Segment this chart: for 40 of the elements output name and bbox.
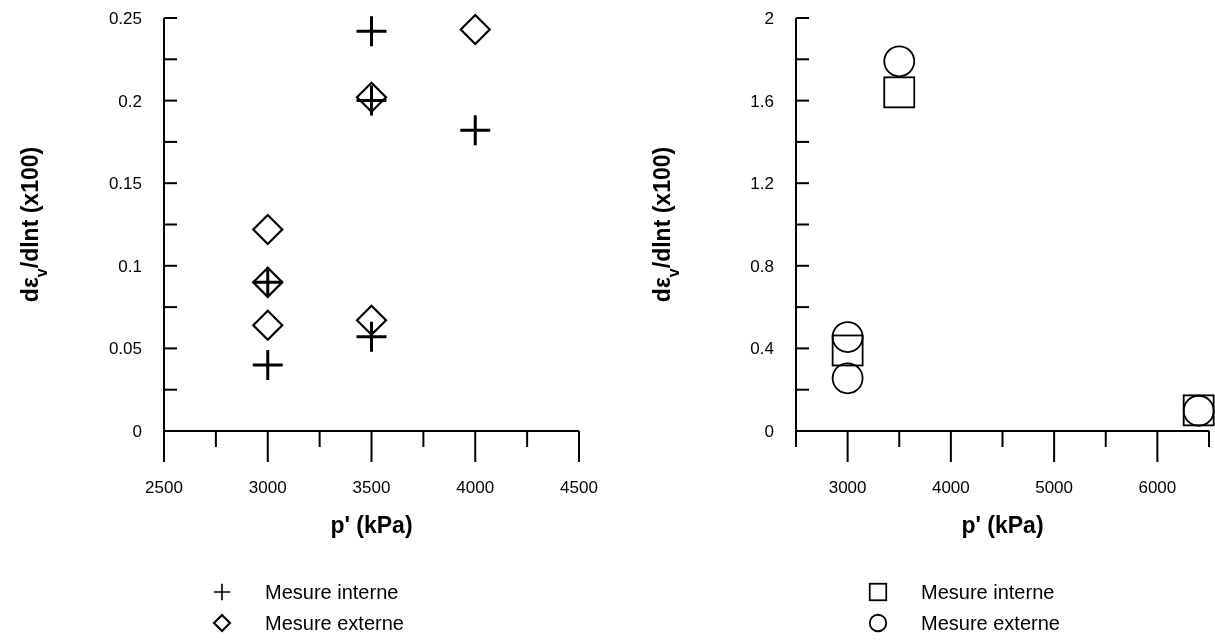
point	[831, 334, 864, 367]
y-tick-label: 0.15	[108, 174, 142, 194]
x-tick-label: 2500	[145, 478, 183, 497]
y-tick-label: 1.6	[750, 91, 774, 111]
point	[883, 45, 916, 78]
y-tick-label: 0	[764, 422, 774, 441]
point	[460, 115, 491, 146]
point	[356, 321, 387, 352]
legend-label: Mesure externe	[921, 612, 1060, 634]
legend-label: Mesure interne	[265, 581, 399, 603]
point	[883, 76, 916, 109]
point	[831, 321, 864, 353]
y-tick-label: 0.05	[108, 339, 142, 359]
y-tick-label: 0.8	[750, 256, 774, 276]
x-axis-title: p' (kPa)	[961, 512, 1044, 538]
x-tick-label: 5000	[1035, 478, 1074, 497]
x-tick-label: 3000	[828, 478, 867, 497]
x-tick-label: 4000	[456, 478, 495, 497]
x-tick-label: 6000	[1138, 478, 1177, 497]
x-axis-title: p' (kPa)	[330, 512, 413, 538]
legend-label: Mesure interne	[921, 581, 1055, 603]
y-tick-label: 0.1	[118, 256, 142, 276]
x-tick-label: 3000	[248, 478, 287, 497]
y-tick-label: 1.2	[750, 174, 774, 194]
x-tick-label: 4000	[931, 478, 970, 497]
y-tick-label: 0.2	[118, 91, 142, 111]
point	[831, 362, 864, 395]
y-tick-label: 0.25	[108, 9, 142, 28]
point	[252, 309, 284, 341]
point	[459, 13, 491, 46]
x-tick-label: 3500	[352, 478, 391, 497]
point	[252, 349, 283, 380]
legend-label: Mesure externe	[265, 612, 404, 634]
x-tick-label: 4500	[560, 478, 598, 497]
y-tick-label: 0	[132, 422, 142, 441]
point	[252, 213, 284, 246]
point	[355, 304, 388, 336]
y-tick-label: 2	[764, 9, 774, 28]
point	[356, 16, 387, 47]
y-tick-label: 0.4	[750, 339, 774, 359]
